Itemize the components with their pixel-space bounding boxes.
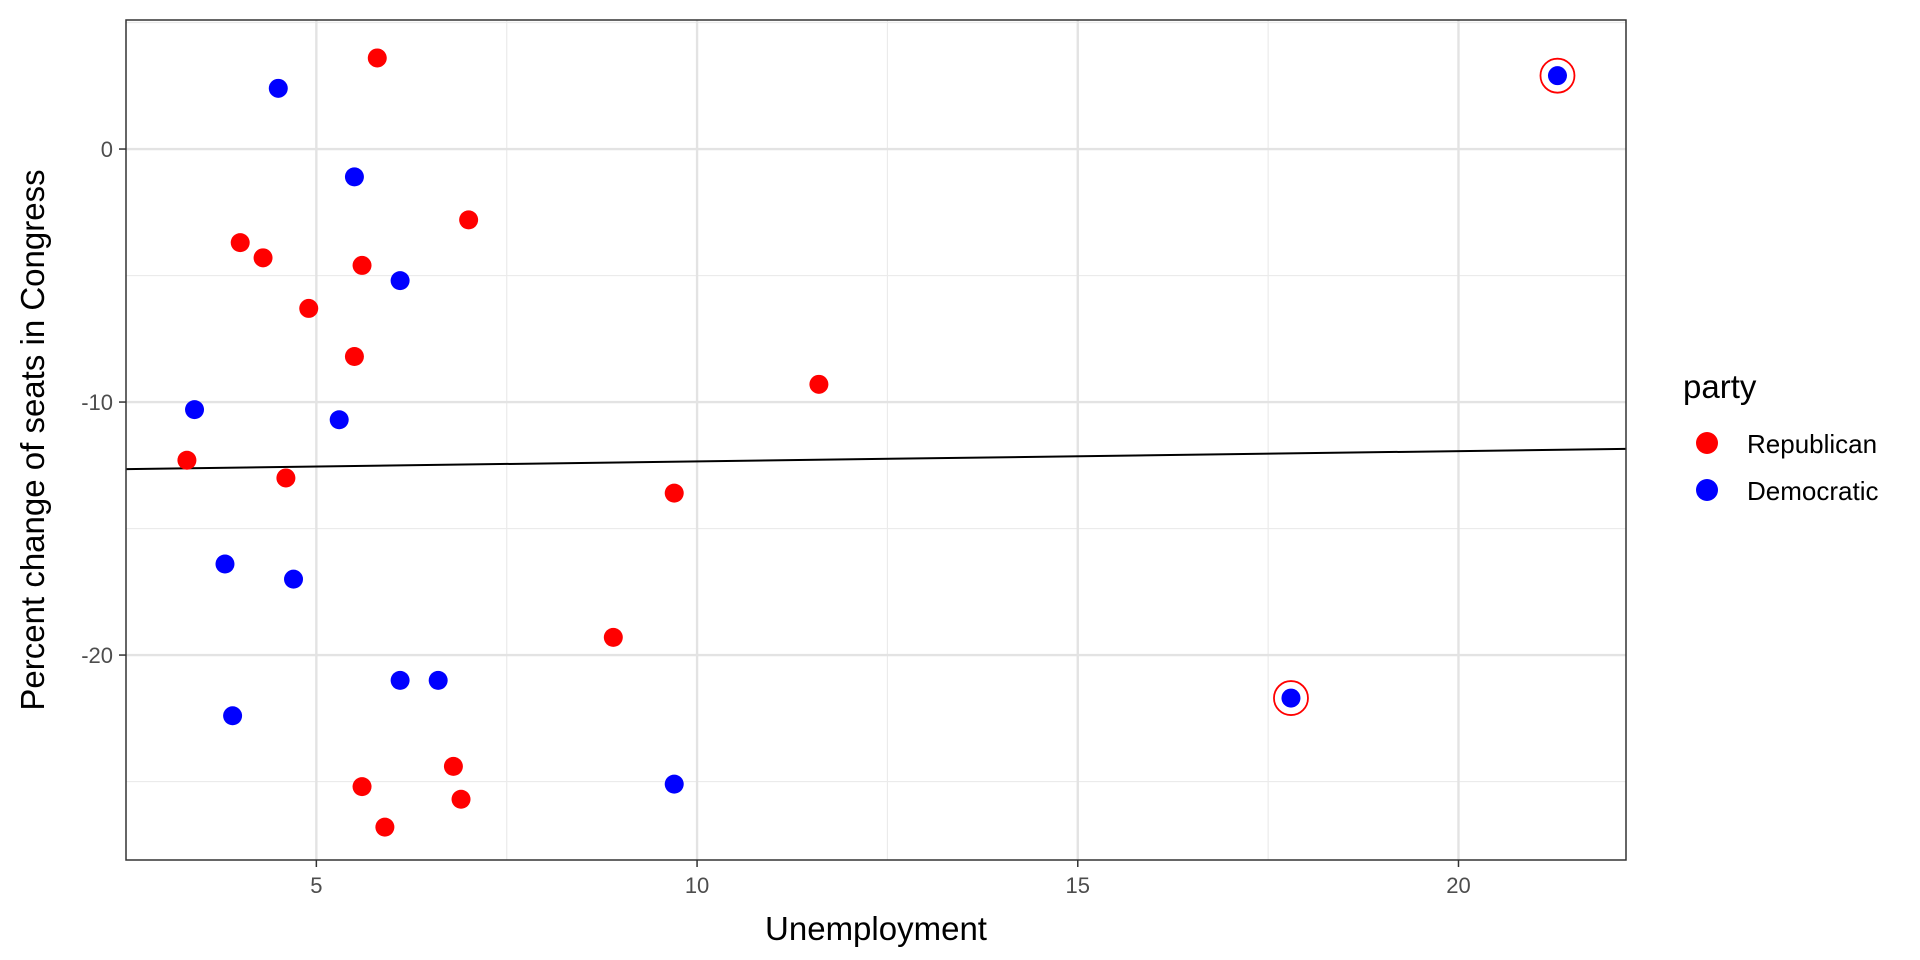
x-tick-label: 5 — [310, 873, 322, 898]
highlight-ring — [1539, 57, 1576, 94]
y-tick-label: -10 — [81, 390, 113, 415]
grid-layer — [126, 20, 1626, 860]
data-point-republican — [451, 789, 471, 809]
data-point-democratic — [1281, 688, 1301, 708]
legend-swatch-republican — [1696, 432, 1718, 454]
x-tick-label: 20 — [1446, 873, 1470, 898]
legend-swatch-democratic — [1696, 479, 1718, 501]
data-point-democratic — [664, 774, 684, 794]
data-point-republican — [809, 374, 829, 394]
data-point-republican — [344, 347, 364, 367]
data-point-democratic — [390, 670, 410, 690]
data-point-republican — [443, 756, 463, 776]
legend: party Republican Democratic — [1683, 368, 1878, 506]
y-tick-label: 0 — [101, 137, 113, 162]
data-point-republican — [177, 450, 197, 470]
plot-border — [125, 19, 1627, 861]
data-point-republican — [276, 468, 296, 488]
data-point-republican — [664, 483, 684, 503]
data-point-democratic — [1547, 66, 1567, 86]
data-point-democratic — [428, 670, 448, 690]
data-point-democratic — [185, 400, 205, 420]
y-tick-label: -20 — [81, 643, 113, 668]
y-axis-title: Percent change of seats in Congress — [14, 169, 51, 710]
data-point-republican — [352, 777, 372, 797]
legend-title: party — [1683, 368, 1757, 405]
y-axis: 0 -10 -20 — [81, 137, 126, 668]
points-layer — [177, 48, 1576, 837]
x-tick-label: 15 — [1066, 873, 1090, 898]
data-point-republican — [230, 233, 250, 253]
data-point-republican — [299, 298, 319, 318]
x-tick-label: 10 — [685, 873, 709, 898]
data-point-republican — [367, 48, 387, 68]
x-axis-title: Unemployment — [765, 910, 987, 947]
data-point-democratic — [268, 78, 288, 98]
highlight-ring — [1273, 680, 1309, 716]
data-point-democratic — [344, 167, 364, 187]
trend-layer — [125, 447, 1627, 471]
data-point-democratic — [284, 569, 304, 589]
data-point-republican — [375, 817, 395, 837]
data-point-republican — [253, 248, 273, 268]
data-point-democratic — [390, 271, 410, 291]
data-point-democratic — [223, 706, 243, 726]
data-point-republican — [459, 210, 479, 230]
data-point-republican — [352, 255, 372, 275]
plot-background — [126, 20, 1626, 860]
x-axis: 5 10 15 20 — [310, 860, 1471, 898]
legend-label-democratic: Democratic — [1747, 476, 1878, 506]
data-point-democratic — [215, 554, 235, 574]
data-point-democratic — [329, 410, 349, 430]
legend-label-republican: Republican — [1747, 429, 1877, 459]
trend-line — [125, 447, 1627, 471]
data-point-republican — [603, 627, 623, 647]
